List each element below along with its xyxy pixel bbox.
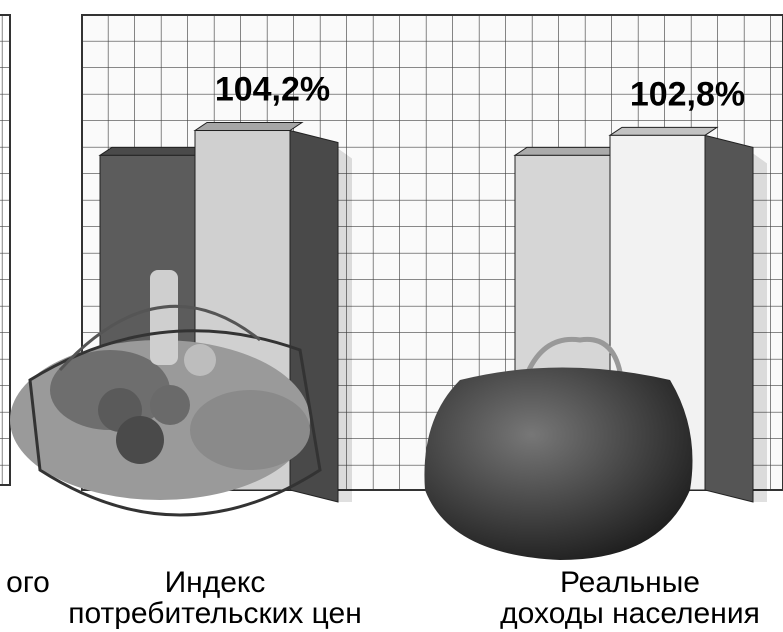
bar-top	[515, 147, 622, 155]
chart: ого 104,2% Индекспотребительских цен 102,8%…	[0, 0, 783, 632]
category-label: ого	[6, 566, 50, 599]
bar-top	[195, 123, 302, 131]
bar-top	[610, 127, 717, 135]
bar-shadow	[338, 149, 352, 502]
bar-side	[705, 135, 753, 502]
category-label: потребительских цен	[68, 597, 362, 630]
category-label: Индекс	[165, 566, 266, 599]
value-label: 104,2%	[215, 71, 330, 109]
category-label: доходы населения	[500, 597, 760, 630]
category-label: Реальные	[560, 566, 700, 599]
value-label: 102,8%	[630, 75, 745, 113]
left-panel	[0, 15, 10, 485]
bar-top	[100, 147, 207, 155]
bar-shadow	[753, 153, 767, 502]
